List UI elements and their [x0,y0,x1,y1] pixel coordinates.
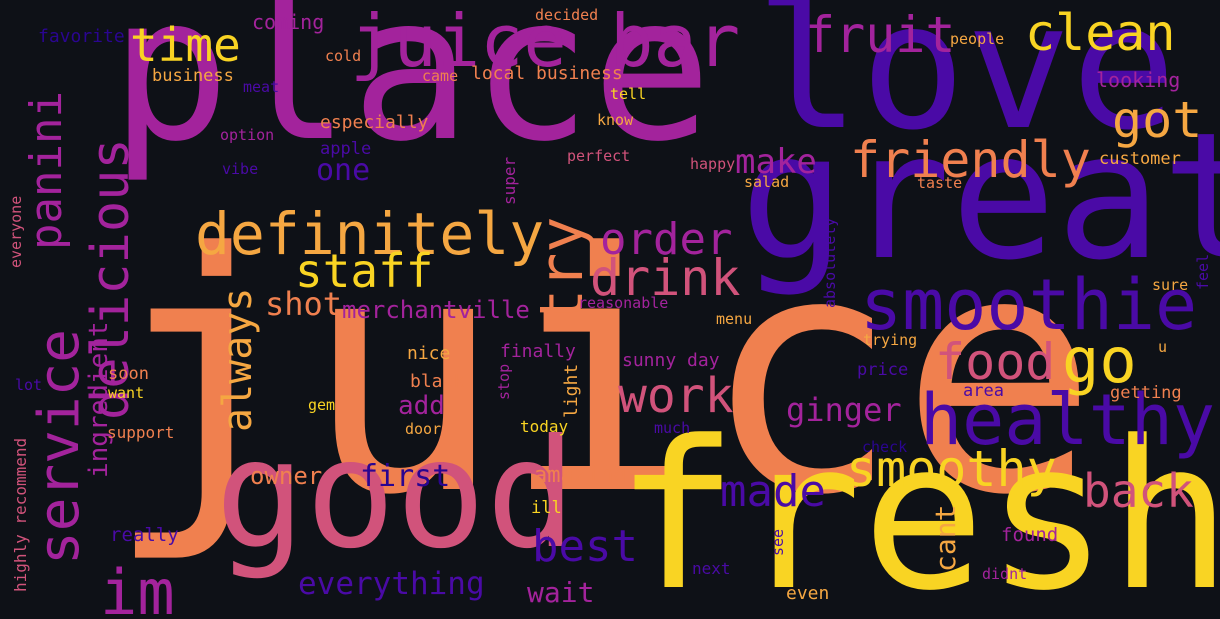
word-nice: nice [407,343,451,364]
word-know: know [597,111,634,129]
word-made: made [720,466,826,517]
word-staff: staff [295,244,434,298]
word-came: came [422,67,459,85]
word-juice-bar: juice bar [350,0,741,83]
word-especially: especially [320,112,429,133]
word-fruit: fruit [805,6,956,64]
word-feel: feel [1194,253,1212,290]
word-found: found [1001,524,1059,546]
word-today: today [520,417,569,436]
word-customer: customer [1099,149,1181,169]
word-work: work [618,368,734,424]
word-much: much [654,419,691,437]
word-first: first [360,459,451,494]
word-food: food [935,333,1056,391]
word-even: even [786,583,830,604]
word-order: order [600,214,733,265]
word-menu: menu [716,310,753,328]
word-stop: stop [495,363,513,400]
word-looking: looking [1096,68,1181,92]
word-really: really [110,524,179,546]
word-owner: owner [250,462,323,490]
word-getting: getting [1110,383,1182,403]
word-happy: happy [690,155,736,173]
word-sure: sure [1152,276,1189,294]
word-best: best [532,521,638,572]
word-juice: juice [105,183,1099,567]
word-fresh: fresh [615,398,1220,619]
word-ginger: ginger [786,391,902,429]
word-back: back [1083,464,1194,518]
word-love: love [755,0,1177,169]
word-highly-recommend: highly recommend [11,437,30,592]
word-cold: cold [325,47,362,65]
word-apple: apple [320,139,372,159]
word-support: support [107,423,175,442]
word-vibe: vibe [222,160,259,178]
word-meat: meat [243,78,280,96]
word-cant: cant [929,504,962,572]
word-amazing: amazing [534,463,627,488]
word-want: want [108,384,145,402]
word-perfect: perfect [567,147,631,165]
word-drink: drink [590,249,741,307]
word-go: go [1062,324,1137,397]
word-everyone: everyone [7,195,25,268]
word-didnt: didnt [982,565,1028,583]
word-shot: shot [265,285,343,323]
word-business: business [152,66,234,86]
word-favorite: favorite [38,26,125,47]
word-merchantville: merchantville [342,296,530,324]
word-u: u [1158,338,1168,356]
word-see: see [769,528,787,556]
word-finally: finally [500,341,576,362]
word-service: service [27,328,92,565]
word-black: black [410,371,465,392]
word-gem: gem [308,396,336,414]
word-reasonable: reasonable [578,294,669,312]
word-door: door [405,420,442,438]
word-smoothie: smoothie [860,264,1198,346]
word-sunny-day: sunny day [622,350,720,371]
word-great: great [740,96,1220,299]
word-friendly: friendly [850,131,1091,189]
word-smoothy: smoothy [846,440,1057,498]
word-ill: ill [531,498,562,518]
word-trying: trying [863,331,918,349]
word-salad: salad [744,173,790,191]
word-light: light [561,363,582,418]
word-add: add [398,391,445,421]
word-wait: wait [527,576,595,609]
word-super: super [500,156,519,205]
word-always: always [215,287,261,433]
word-coming: coming [252,10,325,34]
word-good: good [215,408,577,582]
word-option: option [220,126,275,144]
word-time: time [130,18,241,72]
word-definitely: definitely [195,200,545,268]
word-clean: clean [1025,4,1176,62]
word-absolutely: absolutely [821,217,839,308]
word-place: place [110,0,713,186]
word-area: area [963,381,1004,401]
word-decided: decided [535,6,599,24]
word-taste: taste [917,174,963,192]
word-soon: soon [108,364,149,384]
word-healthy: healthy [920,379,1216,461]
word-lot: lot [15,376,43,394]
word-make: make [735,142,817,182]
word-got: got [1112,91,1203,149]
word-next: next [692,559,731,578]
word-people: people [950,30,1005,48]
word-everything: everything [298,566,485,602]
word-one: one [316,153,371,188]
word-price: price [857,360,909,380]
word-im: im [100,556,175,619]
word-tell: tell [610,85,647,103]
word-local-business: local business [471,63,623,84]
word-check: check [862,438,908,456]
word-panini: panini [21,91,72,250]
